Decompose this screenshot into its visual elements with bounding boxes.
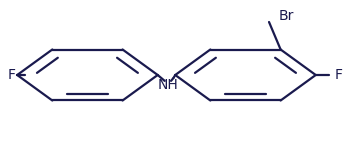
Text: F: F [335, 68, 343, 82]
Text: F: F [8, 68, 16, 82]
Text: NH: NH [158, 78, 179, 92]
Text: Br: Br [279, 9, 294, 23]
